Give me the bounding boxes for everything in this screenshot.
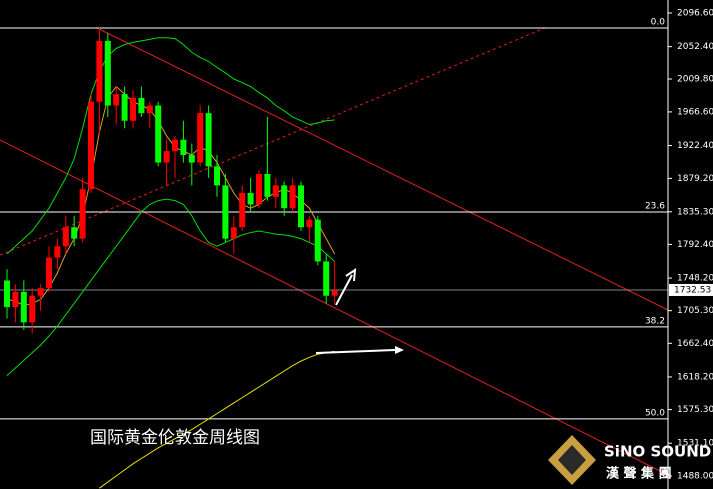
arrow-head (395, 346, 404, 354)
y-tick-label: 1575.30 (677, 405, 713, 415)
candle-body (104, 40, 111, 106)
candle-body (239, 192, 246, 228)
indicator-line (6, 37, 335, 255)
logo-brand: SiNO SOUND (604, 443, 711, 461)
y-tick-label: 1792.40 (677, 240, 713, 250)
indicator-line (6, 198, 335, 376)
arrow-right (315, 349, 396, 354)
logo-sub: 漢 聲 集 團 (606, 466, 672, 482)
candle-body (62, 227, 69, 247)
channel-upper (96, 27, 669, 311)
y-tick-label: 1618.20 (677, 372, 713, 382)
candle-body (138, 97, 145, 114)
candle-body (222, 185, 229, 239)
y-tick-label: 2009.80 (677, 75, 713, 85)
candle-body (20, 291, 27, 323)
candle-body (54, 246, 61, 258)
candle-body (281, 185, 288, 209)
y-tick-label: 1748.20 (677, 274, 713, 284)
fib-label: 38.2 (645, 316, 665, 326)
logo: SiNO SOUND 漢 聲 集 團 (548, 435, 711, 485)
candle-body (247, 192, 254, 205)
candle-body (113, 94, 120, 106)
candle-body (146, 105, 153, 114)
candle-body (314, 219, 321, 262)
y-tick-label: 1922.40 (677, 141, 713, 151)
y-tick-label: 1879.20 (677, 174, 713, 184)
y-tick-label: 1531.10 (677, 439, 713, 449)
last-price-box (669, 283, 713, 296)
candle-body (289, 185, 296, 209)
candle-body (180, 139, 187, 155)
candle-body (214, 166, 220, 186)
candle-body (205, 113, 212, 167)
y-tick-label: 1966.60 (677, 107, 713, 117)
y-tick-label: 2052.40 (677, 42, 713, 52)
candle-body (230, 227, 237, 239)
y-tick-label: 1835.30 (677, 207, 713, 217)
indicator-line (99, 350, 335, 489)
candle-body (172, 139, 178, 152)
fib-label: 0.0 (651, 17, 666, 27)
candle-body (155, 105, 162, 163)
candle-body (306, 219, 313, 228)
candle-body (298, 185, 304, 228)
plot-area (0, 27, 668, 489)
arrow-up (335, 268, 357, 306)
candle-body (79, 189, 86, 239)
candle-body (88, 101, 94, 190)
fib-label: 50.0 (645, 408, 665, 418)
candle-body (96, 40, 103, 102)
candle-body (121, 94, 128, 121)
fib-label: 23.6 (645, 202, 665, 212)
y-tick-label: 1662.40 (677, 339, 713, 349)
indicator-line (6, 85, 336, 307)
last-price-label: 1732.53 (674, 285, 711, 295)
candle-body (163, 151, 170, 163)
y-tick-label: 2096.60 (677, 9, 713, 19)
candle-body (130, 97, 136, 121)
candle-body (4, 280, 10, 308)
candle-body (331, 290, 338, 296)
logo-inner (558, 445, 586, 475)
candle-body (272, 185, 279, 197)
candle-body (29, 295, 36, 323)
chart-title: 国际黄金伦敦金周线图 (90, 428, 260, 448)
trend-dotted (0, 27, 546, 256)
candle-body (37, 288, 44, 296)
candle-body (264, 173, 271, 197)
candle-body (256, 173, 262, 205)
y-tick-label: 1488.00 (677, 471, 713, 481)
candle-body (323, 261, 330, 296)
candle-body (188, 154, 195, 163)
candle-body (12, 291, 19, 308)
candle-body (46, 257, 52, 289)
candle-body (197, 113, 204, 163)
y-tick-label: 1705.30 (677, 306, 713, 316)
candle-body (71, 227, 78, 239)
